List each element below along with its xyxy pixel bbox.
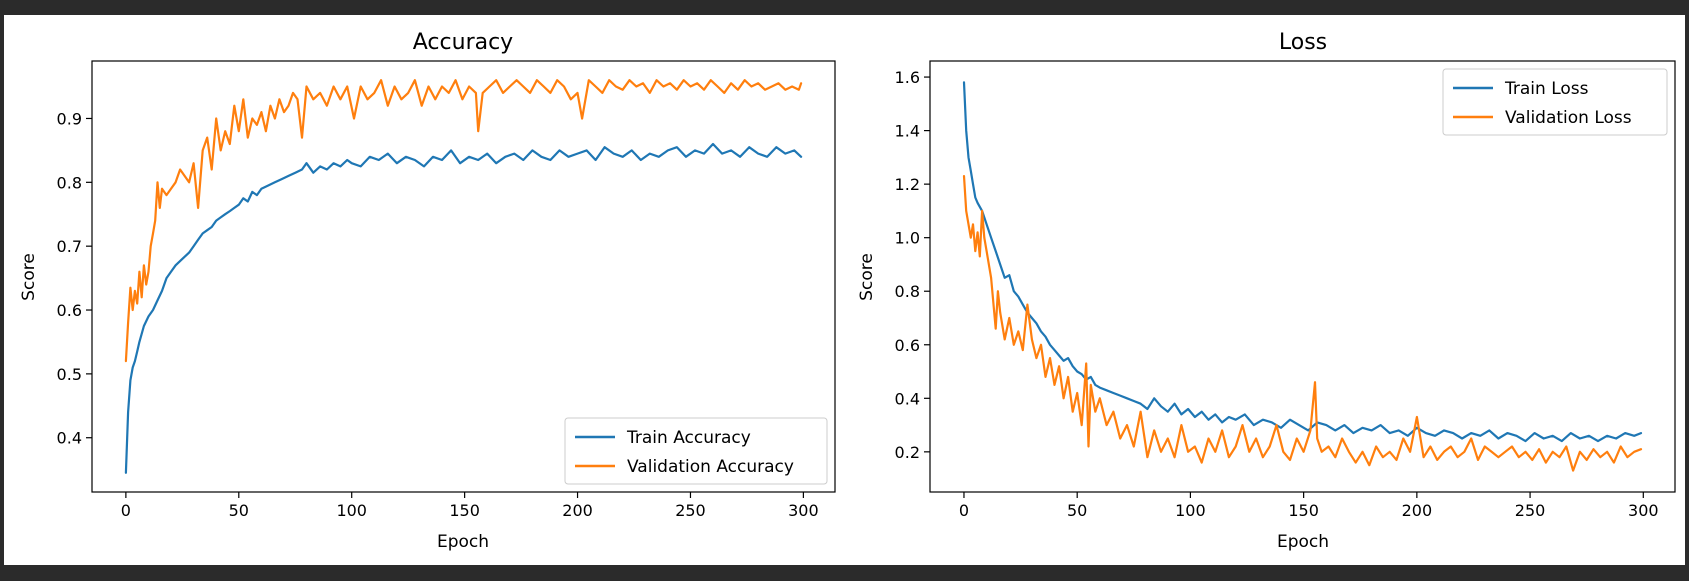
y-tick-label: 0.5 [57, 365, 82, 384]
y-tick-label: 0.4 [57, 429, 82, 448]
y-axis-label: Score [857, 253, 877, 301]
x-tick-label: 150 [449, 501, 480, 520]
y-axis-label: Score [19, 253, 39, 301]
x-tick-label: 200 [1402, 501, 1433, 520]
y-tick-label: 0.8 [57, 173, 82, 192]
x-axis-label: Epoch [1277, 532, 1329, 552]
y-tick-label: 0.6 [57, 301, 82, 320]
chart-title: Accuracy [413, 30, 513, 55]
x-tick-label: 50 [1067, 501, 1087, 520]
axis-ticks: 0 50 100 150 200 250 300 0.4 0.5 0.6 0.7 0.8 0.9 [57, 109, 819, 520]
legend: Train Loss Validation Loss [1442, 68, 1668, 136]
y-tick-label: 1.0 [895, 229, 920, 248]
series-line-train-loss [962, 81, 1643, 443]
y-tick-label: 0.6 [895, 336, 920, 355]
x-tick-label: 150 [1288, 501, 1319, 520]
series-lines [962, 81, 1643, 472]
chart-title: Loss [1279, 30, 1327, 55]
x-tick-label: 100 [336, 501, 367, 520]
series-lines [124, 79, 803, 474]
y-tick-label: 0.8 [895, 282, 920, 301]
x-tick-label: 250 [675, 501, 706, 520]
y-tick-label: 1.2 [895, 175, 920, 194]
y-tick-label: 0.4 [895, 389, 920, 408]
legend-label-train-accuracy: Train Accuracy [626, 428, 751, 448]
accuracy-chart: Accuracy Epoch Score 0 50 100 150 200 250 3000… [19, 30, 836, 552]
x-tick-label: 0 [121, 501, 131, 520]
x-tick-label: 300 [788, 501, 819, 520]
y-tick-label: 1.4 [895, 122, 920, 141]
axis-ticks: 0 50 100 150 200 250 300 0.2 0.4 0.6 0.8 1.0 1.2 1.4 1… [895, 68, 1659, 520]
legend-box [564, 417, 828, 485]
legend: Train Accuracy Validation Accuracy [564, 417, 828, 485]
series-line-validation-loss [962, 175, 1643, 472]
x-tick-label: 50 [229, 501, 249, 520]
legend-box [1442, 68, 1668, 136]
x-tick-label: 100 [1175, 501, 1206, 520]
legend-label-validation-loss: Validation Loss [1505, 108, 1632, 128]
y-tick-label: 0.7 [57, 237, 82, 256]
x-tick-label: 300 [1628, 501, 1659, 520]
x-tick-label: 0 [959, 501, 969, 520]
series-line-train-accuracy [124, 142, 803, 474]
plot-frame [91, 60, 836, 493]
x-tick-label: 200 [562, 501, 593, 520]
x-axis-label: Epoch [437, 532, 489, 552]
figure-background [4, 15, 1685, 565]
y-tick-label: 0.2 [895, 443, 920, 462]
plot-frame [929, 60, 1676, 493]
loss-chart: Loss Epoch Score 0 50 100 150 200 250 300 0.2 0.… [857, 30, 1676, 552]
x-tick-label: 250 [1515, 501, 1546, 520]
y-tick-label: 1.6 [895, 68, 920, 87]
y-tick-label: 0.9 [57, 109, 82, 128]
series-line-validation-accuracy [124, 79, 803, 363]
legend-label-validation-accuracy: Validation Accuracy [627, 457, 794, 477]
legend-label-train-loss: Train Loss [1504, 79, 1589, 99]
